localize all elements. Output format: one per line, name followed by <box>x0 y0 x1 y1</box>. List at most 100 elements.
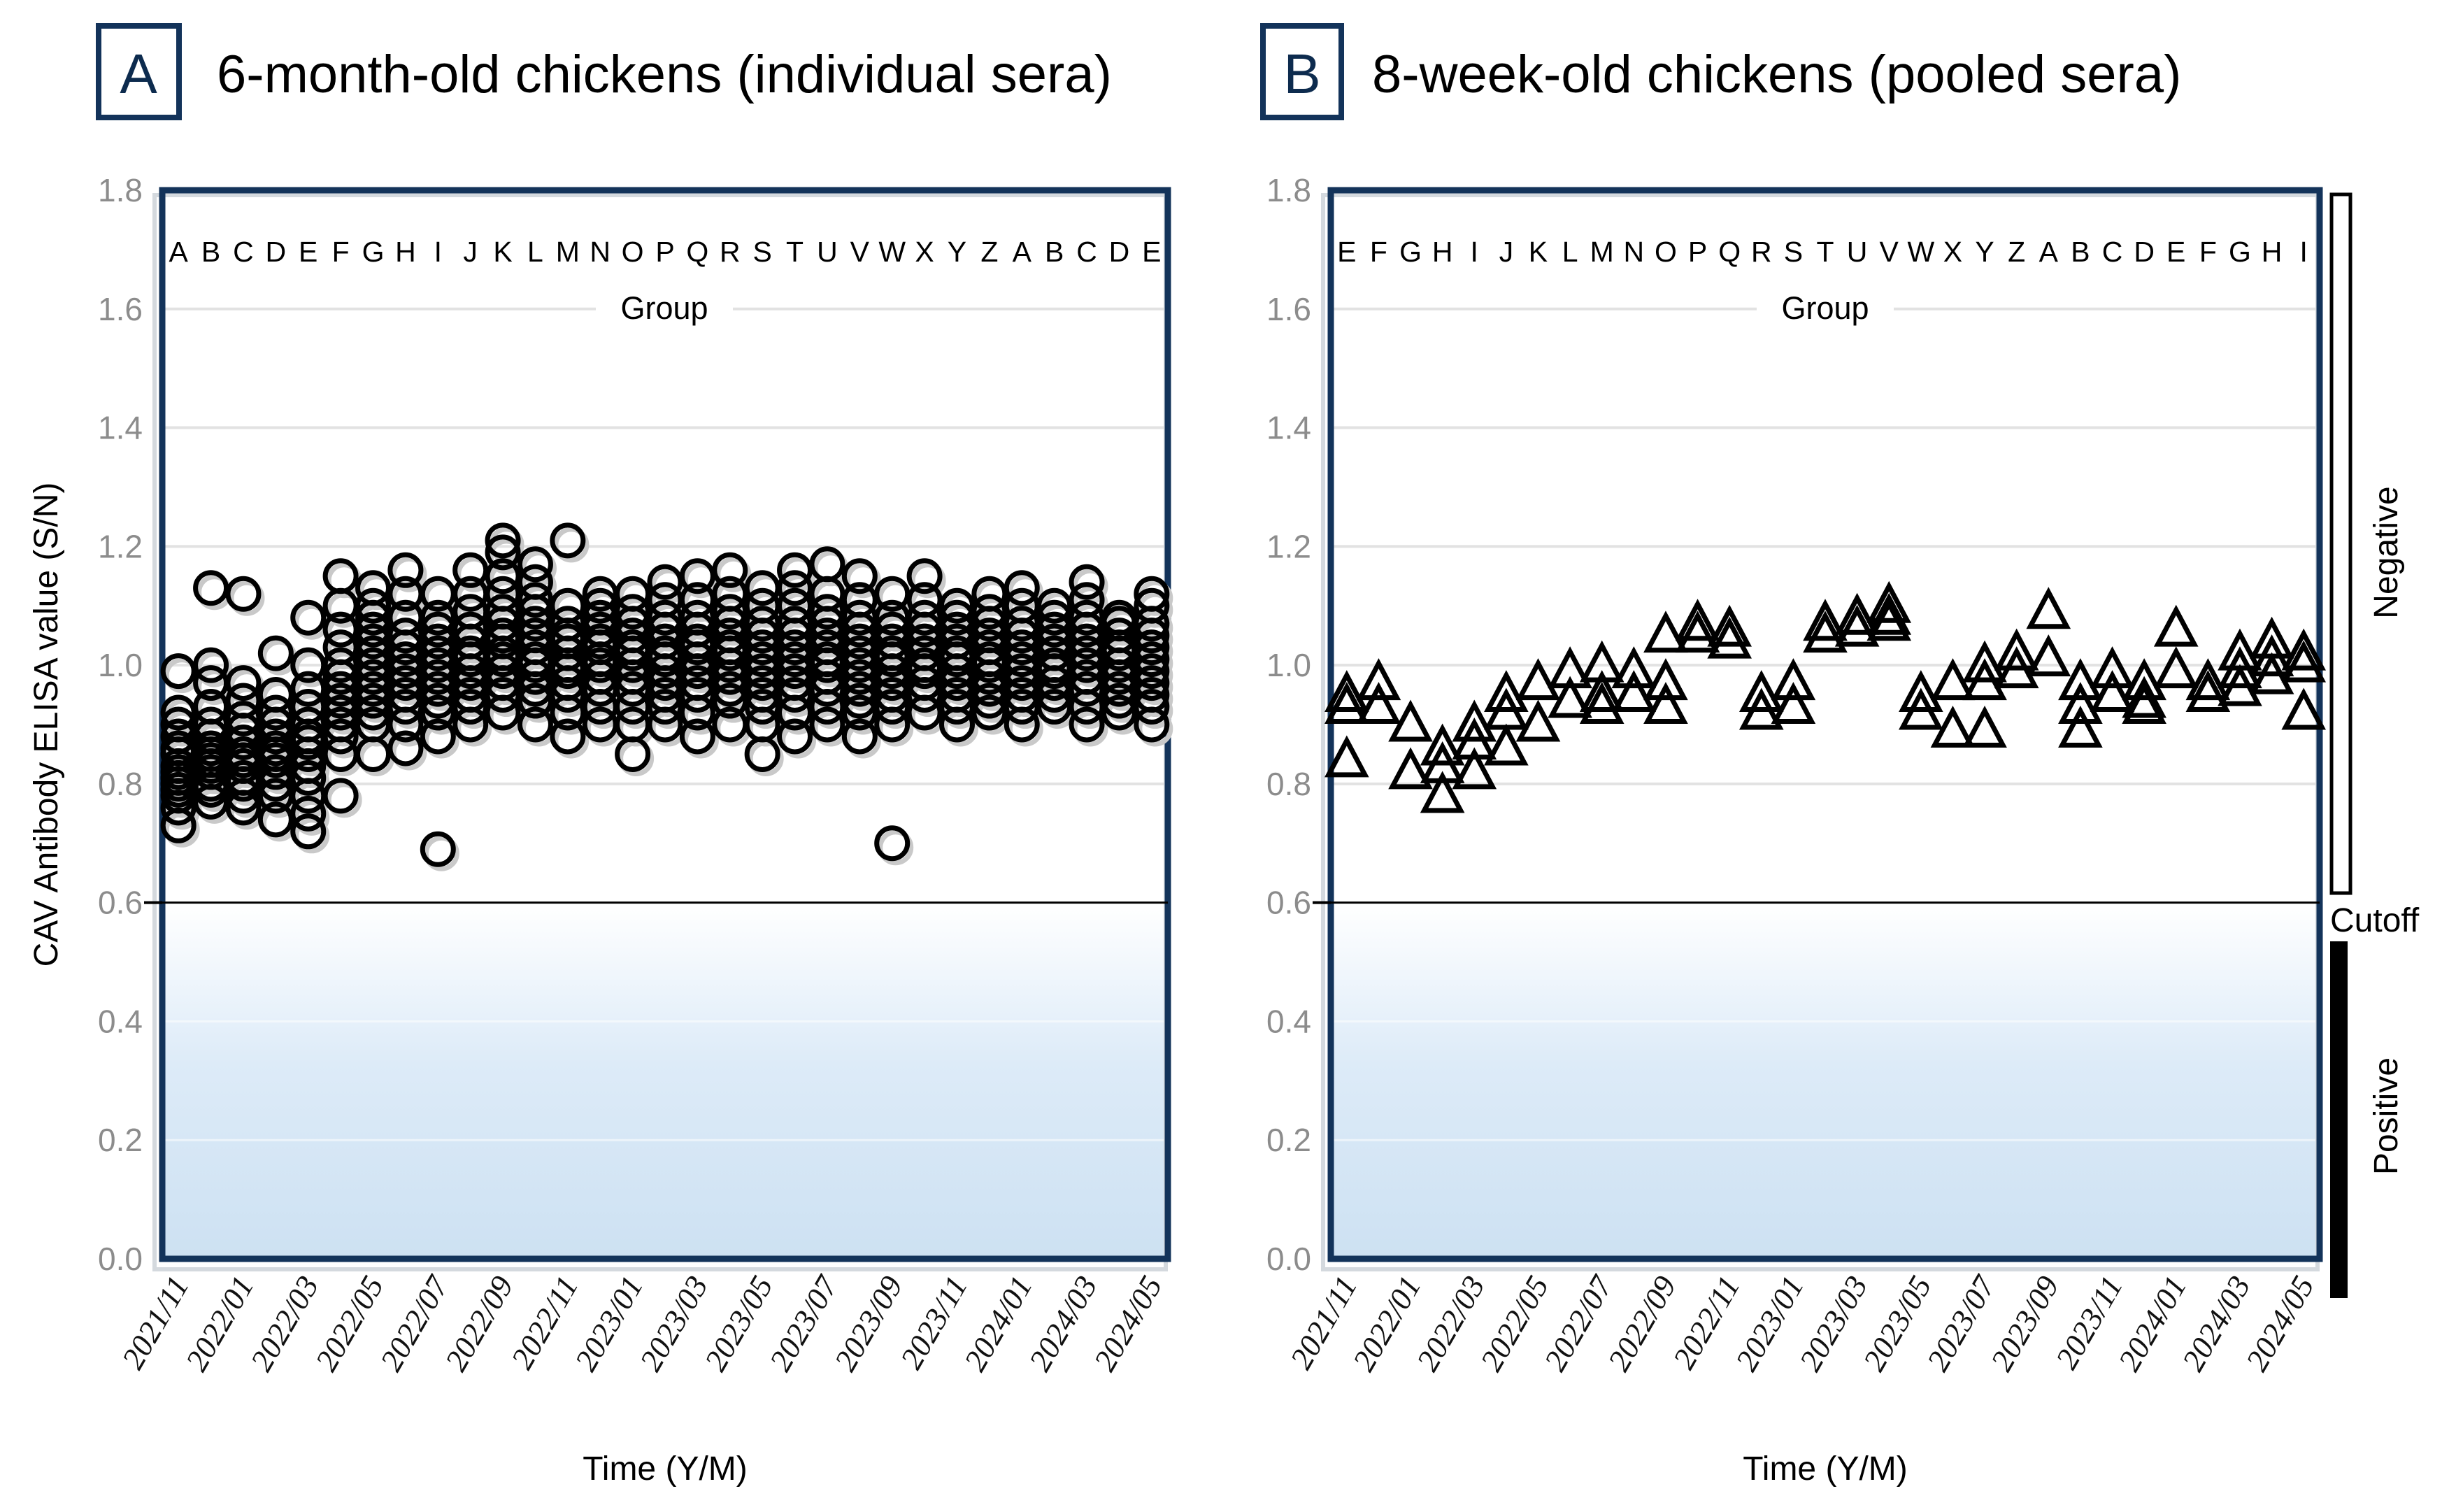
scatter-point-circle <box>679 718 715 755</box>
scatter-point-circle <box>387 653 424 690</box>
panel-a-title: 6-month-old chickens (individual sera) <box>217 45 1112 104</box>
scatter-point-triangle <box>1643 682 1688 725</box>
scatter-point-circle <box>1134 629 1170 666</box>
group-letter: G <box>1399 236 1422 268</box>
y-tick-label: 1.0 <box>98 647 143 683</box>
scatter-point-circle <box>550 718 586 755</box>
scatter-point-circle <box>938 635 975 671</box>
group-letter: C <box>2102 236 2123 268</box>
scatter-point-triangle <box>1771 658 1816 701</box>
scatter-point-circle <box>387 552 424 588</box>
scatter-point-shadow <box>423 835 459 871</box>
scatter-point-circle <box>452 552 489 588</box>
scatter-point-triangle <box>1420 723 1465 766</box>
scatter-point-triangle <box>2281 687 2327 730</box>
scatter-point-circle <box>387 689 424 725</box>
scatter-point-triangle <box>1356 682 1401 725</box>
scatter-point-circle <box>257 801 294 838</box>
group-letter: O <box>1655 236 1677 268</box>
scatter-point-circle <box>322 558 359 594</box>
group-letter: M <box>1590 236 1614 268</box>
scatter-point-triangle <box>1388 699 1433 742</box>
scatter-point-circle <box>777 587 813 624</box>
scatter-point-circle <box>809 641 845 678</box>
y-tick-label: 0.8 <box>98 766 143 802</box>
scatter-point-circle <box>225 701 262 737</box>
group-axis-label-a: Group <box>620 290 708 326</box>
scatter-point-circle <box>777 665 813 701</box>
scatter-point-circle <box>257 730 294 766</box>
group-letter: A <box>1013 236 1032 268</box>
group-letter: I <box>2299 236 2307 268</box>
group-letter: T <box>786 236 804 268</box>
scatter-point-circle <box>906 582 943 618</box>
scatter-point-circle <box>355 623 392 659</box>
group-letter: Y <box>948 236 966 268</box>
scatter-point-circle <box>582 599 618 636</box>
scatter-point-circle <box>1101 694 1137 731</box>
scatter-point-triangle <box>1515 658 1561 701</box>
scatter-point-circle <box>517 564 553 600</box>
scatter-point-circle <box>355 635 392 671</box>
group-letter: P <box>655 236 674 268</box>
scatter-point-circle <box>906 558 943 594</box>
scatter-point-triangle <box>1707 604 1752 647</box>
scatter-point-circle <box>355 647 392 683</box>
y-tick-label: 0.0 <box>1266 1241 1311 1277</box>
scatter-point-triangle <box>1866 599 1912 641</box>
group-letter: I <box>1471 236 1478 268</box>
scatter-point-circle <box>355 694 392 731</box>
group-letter: P <box>1688 236 1707 268</box>
group-letter: H <box>1432 236 1453 268</box>
scatter-point-circle <box>841 671 878 707</box>
scatter-point-circle <box>225 576 262 612</box>
group-letter: D <box>1109 236 1130 268</box>
scatter-point-circle <box>485 522 521 559</box>
y-tick-label: 0.0 <box>98 1241 143 1277</box>
scatter-point-circle <box>712 683 748 719</box>
scatter-point-triangle <box>2249 634 2294 677</box>
scatter-point-circle <box>322 629 359 666</box>
scatter-point-circle <box>582 611 618 648</box>
scatter-point-circle <box>647 689 683 725</box>
group-letter: G <box>362 236 385 268</box>
scatter-point-circle <box>355 611 392 648</box>
scatter-point-circle <box>809 546 845 583</box>
scatter-point-circle <box>387 665 424 701</box>
scatter-point-shadow <box>391 556 427 592</box>
group-letter: G <box>2229 236 2251 268</box>
scatter-point-circle <box>744 689 780 725</box>
scatter-point-triangle <box>1899 687 1943 730</box>
scatter-point-circle <box>1134 576 1170 612</box>
scatter-point-triangle <box>1452 699 1497 742</box>
group-letter: N <box>1624 236 1645 268</box>
scatter-point-shadow <box>845 562 881 599</box>
group-letter: J <box>1499 236 1514 268</box>
group-letter: V <box>1880 236 1899 268</box>
scatter-point-triangle <box>2153 646 2199 689</box>
scatter-point-circle <box>355 570 392 606</box>
scatter-point-shadow <box>197 651 233 687</box>
group-label-bg-b <box>1757 288 1894 327</box>
cutoff-label: Cutoff <box>2330 902 2420 939</box>
group-letter: L <box>527 236 543 268</box>
positive-zone-gradient <box>1331 902 2320 1259</box>
scatter-point-triangle <box>1866 580 1912 623</box>
scatter-point-circle <box>193 706 229 743</box>
y-tick-label: 1.6 <box>98 291 143 327</box>
scatter-point-circle <box>290 813 327 850</box>
scatter-point-circle <box>290 599 327 636</box>
scatter-point-circle <box>290 759 327 796</box>
scatter-point-circle <box>777 570 813 606</box>
scatter-point-circle <box>777 718 813 755</box>
scatter-point-triangle <box>1356 658 1401 701</box>
scatter-point-triangle <box>2185 658 2231 701</box>
scatter-point-circle <box>387 677 424 713</box>
scatter-point-circle <box>420 599 456 636</box>
scatter-point-circle <box>225 665 262 701</box>
scatter-point-shadow <box>326 782 362 818</box>
scatter-point-circle <box>1134 641 1170 678</box>
group-letter: F <box>1370 236 1387 268</box>
scatter-point-circle <box>712 594 748 630</box>
scatter-point-triangle <box>1930 658 1976 701</box>
